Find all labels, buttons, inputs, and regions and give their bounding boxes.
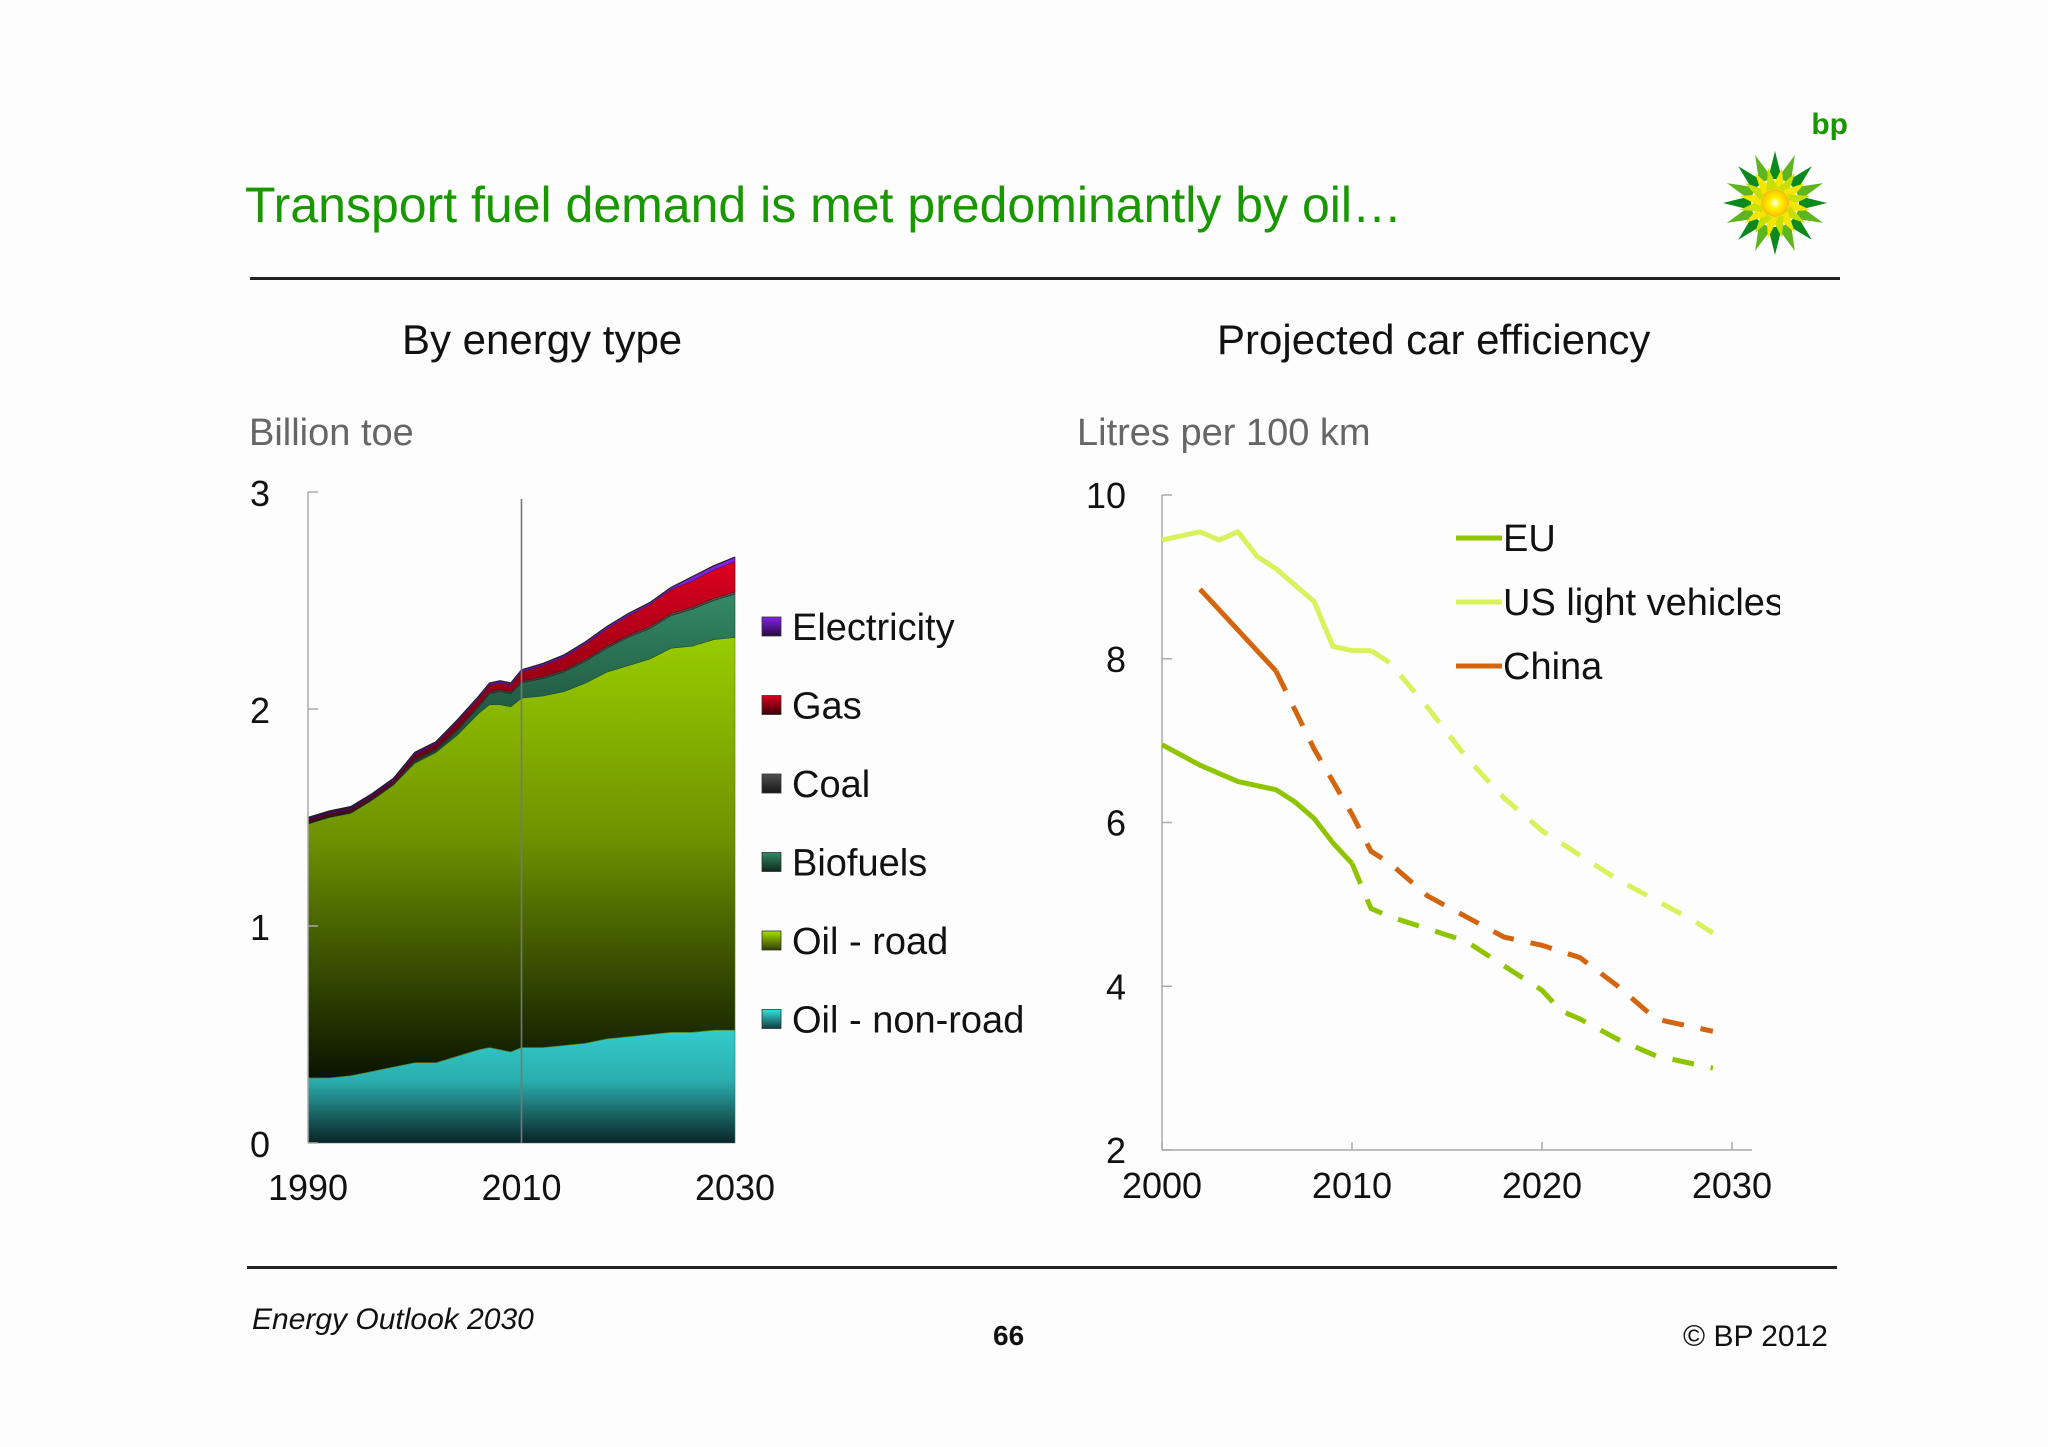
- chart-right-title: Projected car efficiency: [1217, 316, 1651, 363]
- y-tick-label: 2: [250, 690, 270, 731]
- legend-label-gas: Gas: [792, 686, 862, 728]
- footer-source: Energy Outlook 2030: [252, 1303, 534, 1336]
- chart-left-title: By energy type: [402, 316, 683, 363]
- bottom-divider: [247, 1266, 1837, 1269]
- line-eu-actual: [1160, 742, 1354, 866]
- legend-label-us-light-vehicles: US light vehicles: [1503, 582, 1780, 624]
- x-tick-label: 1990: [268, 1167, 348, 1208]
- y-tick-label: 1: [250, 907, 270, 948]
- line-us-light-vehicles-actual: [1161, 529, 1371, 654]
- legend-swatch-electricity: [761, 616, 782, 637]
- legend-swatch-oil-road: [761, 930, 782, 951]
- legend-label-electricity: Electricity: [792, 607, 955, 649]
- y-tick-label: 6: [1106, 803, 1126, 844]
- slide-title: Transport fuel demand is met predominant…: [245, 177, 1403, 233]
- area-top-outline: [307, 556, 736, 819]
- legend-swatch-gas: [761, 695, 782, 715]
- copyright: © BP 2012: [1683, 1320, 1828, 1353]
- legend-label-oil-road: Oil - road: [792, 921, 948, 963]
- bp-logo-text: bp: [1811, 108, 1848, 141]
- line-chart: 2 4 6 8 10 2000 2010 2020 2030 EU US light vehicle…: [1086, 475, 1780, 1206]
- bp-logo: bp: [1720, 108, 1860, 258]
- y-tick-label: 3: [250, 473, 270, 514]
- x-tick-label: 2020: [1502, 1165, 1582, 1206]
- x-tick-label: 2030: [1692, 1165, 1772, 1206]
- line-china-projection: [1273, 669, 1714, 1034]
- y-tick-label: 10: [1086, 475, 1126, 516]
- legend-label-eu: EU: [1503, 518, 1556, 560]
- x-tick-label: 2010: [481, 1167, 561, 1208]
- x-tick-label: 2010: [1312, 1165, 1392, 1206]
- legend-swatch-oil-non-road: [761, 1009, 782, 1029]
- helios-icon: [1723, 151, 1827, 255]
- legend-label-china: China: [1503, 646, 1603, 688]
- legend-label-coal: Coal: [792, 764, 870, 806]
- chart-left-unit: Billion toe: [249, 412, 414, 454]
- chart-right-unit: Litres per 100 km: [1077, 412, 1371, 454]
- legend-swatch-coal: [761, 773, 782, 794]
- legend-label-biofuels: Biofuels: [792, 843, 927, 885]
- stacked-area-chart: 0 1 2 3 1990 2010 2030 Electricity Gas Coal Biofue…: [250, 473, 1024, 1208]
- page-number: 66: [993, 1320, 1025, 1351]
- line-eu-projection: [1349, 862, 1714, 1071]
- x-tick-label: 2000: [1122, 1165, 1202, 1206]
- y-tick-label: 2: [1106, 1130, 1126, 1171]
- line-china-actual: [1198, 587, 1278, 673]
- y-tick-label: 0: [250, 1124, 270, 1165]
- legend-label-oil-non-road: Oil - non-road: [792, 1000, 1024, 1042]
- y-tick-label: 4: [1106, 966, 1126, 1007]
- x-tick-label: 2030: [695, 1167, 775, 1208]
- top-divider: [250, 277, 1840, 280]
- legend-swatch-biofuels: [761, 852, 782, 872]
- line-us-light-vehicles-projection: [1369, 648, 1715, 936]
- y-tick-label: 8: [1106, 639, 1126, 680]
